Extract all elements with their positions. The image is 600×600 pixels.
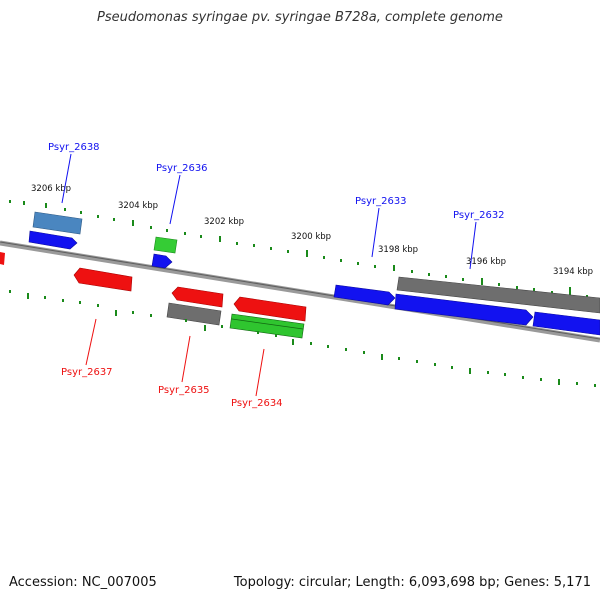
genome-backbone [0, 240, 600, 343]
accession-text: Accession: NC_007005 [9, 575, 157, 590]
gene-green-small-feature[interactable] [153, 236, 178, 254]
scale-tick-label: 3194 kbp [553, 267, 593, 277]
gene-gray-upper-feature[interactable] [396, 276, 600, 314]
gene-leader-line [85, 318, 97, 366]
genome-summary-text: Topology: circular; Length: 6,093,698 bp… [233, 575, 591, 590]
gene-blue-right-feature[interactable] [532, 311, 600, 336]
gene-psyr-2634-feature[interactable] [229, 313, 305, 339]
gene-leader-line [255, 348, 265, 397]
scale-tick-label: 3202 kbp [204, 217, 244, 227]
gene-psyr-2635-feature[interactable] [166, 302, 222, 326]
map-title: Pseudomonas syringae pv. syringae B728a,… [97, 10, 503, 25]
gene-red-edge-feature[interactable] [0, 252, 5, 265]
gene-steel-feature[interactable] [32, 211, 83, 235]
scale-tick-label: 3200 kbp [291, 232, 331, 242]
gene-leader-line [181, 335, 191, 383]
scale-tick-label: 3204 kbp [118, 201, 158, 211]
gene-psyr-2633-feature[interactable] [333, 284, 396, 306]
gene-psyr-2632-feature[interactable] [394, 293, 534, 326]
gene-label-psyr-2633[interactable]: Psyr_2633 [355, 196, 407, 207]
gene-psyr-2638-feature[interactable] [28, 230, 78, 250]
gene-label-psyr-2635[interactable]: Psyr_2635 [158, 385, 210, 396]
gene-label-psyr-2632[interactable]: Psyr_2632 [453, 210, 505, 221]
gene-leader-line [371, 207, 380, 258]
gene-leader-line [169, 174, 181, 225]
inner-tick-row [9, 290, 596, 387]
gene-psyr-2636-feature[interactable] [151, 253, 173, 269]
gene-leader-line [61, 153, 72, 204]
scale-tick-label: 3206 kbp [31, 184, 71, 194]
gene-label-psyr-2636[interactable]: Psyr_2636 [156, 163, 208, 174]
scale-tick-label: 3196 kbp [466, 257, 506, 267]
gene-label-psyr-2638[interactable]: Psyr_2638 [48, 142, 100, 153]
gene-red-mid-feature[interactable] [171, 286, 224, 308]
gene-leader-line [469, 221, 477, 270]
gene-psyr-2634-red-feature[interactable] [233, 296, 307, 322]
gene-psyr-2637-feature[interactable] [73, 267, 133, 292]
gene-label-psyr-2634[interactable]: Psyr_2634 [231, 398, 283, 409]
gene-label-psyr-2637[interactable]: Psyr_2637 [61, 367, 113, 378]
scale-tick-label: 3198 kbp [378, 245, 418, 255]
